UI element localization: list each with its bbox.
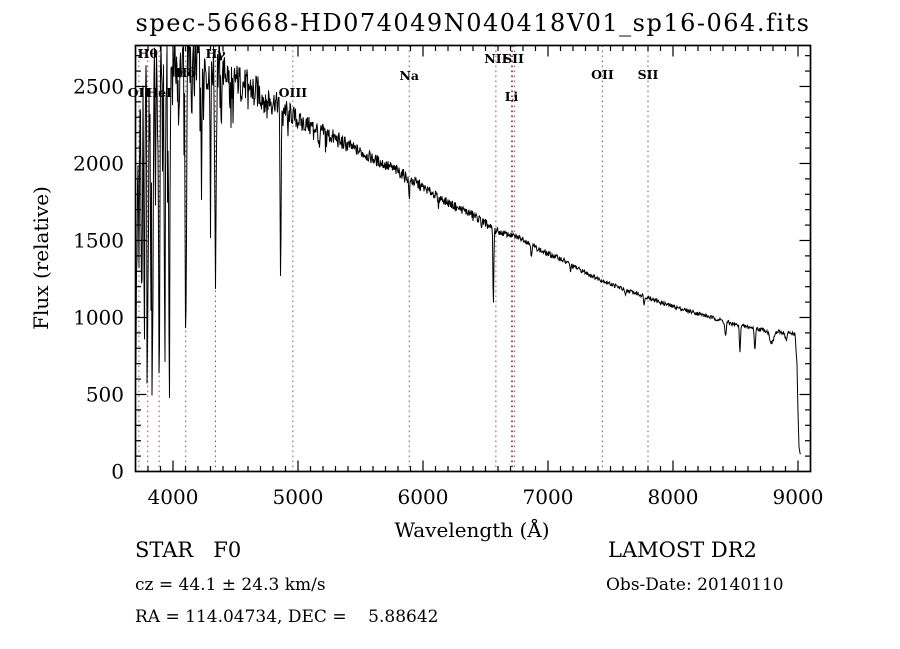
spectrum-trace: [135, 45, 801, 455]
spectral-line-label: OIII: [279, 85, 308, 100]
x-axis-title: Wavelength (Å): [394, 517, 549, 542]
axes-frame: [134, 44, 812, 473]
spectrum-trace-group: [135, 45, 801, 455]
x-tick-label: 8000: [648, 485, 699, 509]
plot-title: spec-56668-HD074049N040418V01_sp16-064.f…: [136, 9, 811, 37]
x-tick-label: 4000: [148, 485, 199, 509]
survey-text: LAMOST DR2: [608, 538, 757, 562]
tick-labels: 4000 5000 6000 7000 8000 9000 0 500 1000 1500 2000…: [73, 74, 823, 509]
x-tick-label: 6000: [398, 485, 449, 509]
y-tick-label: 0: [111, 460, 124, 484]
cz-text: cz = 44.1 ± 24.3 km/s: [135, 575, 326, 595]
y-tick-label: 1500: [73, 228, 124, 252]
spectral-line-label: Li: [505, 89, 519, 104]
plot-frame: [134, 44, 812, 473]
spectral-line-label: SII: [503, 51, 524, 66]
spectral-line-markers: [138, 45, 649, 472]
radec-text: RA = 114.04734, DEC = 5.88642: [135, 607, 438, 627]
y-tick-label: 1000: [73, 305, 124, 329]
spectral-line-label: NII: [484, 51, 507, 66]
y-tick-label: 500: [86, 382, 124, 406]
x-tick-label: 7000: [523, 485, 574, 509]
spectral-line-label: OII: [128, 85, 151, 100]
spectral-line-label: OII: [591, 67, 614, 82]
spectral-line-label: Hθ: [138, 46, 158, 61]
x-tick-label: 5000: [273, 485, 324, 509]
y-axis-title: Flux (relative): [29, 186, 53, 330]
obs-date-text: Obs-Date: 20140110: [606, 575, 784, 595]
y-tick-label: 2000: [73, 151, 124, 175]
y-tick-label: 2500: [73, 74, 124, 98]
spectral-line-label: SII: [638, 67, 659, 82]
object-class-text: STAR F0: [135, 538, 241, 562]
spectral-line-label: HeI: [146, 85, 172, 100]
x-tick-label: 9000: [773, 485, 824, 509]
spectral-line-label: Na: [399, 68, 419, 83]
